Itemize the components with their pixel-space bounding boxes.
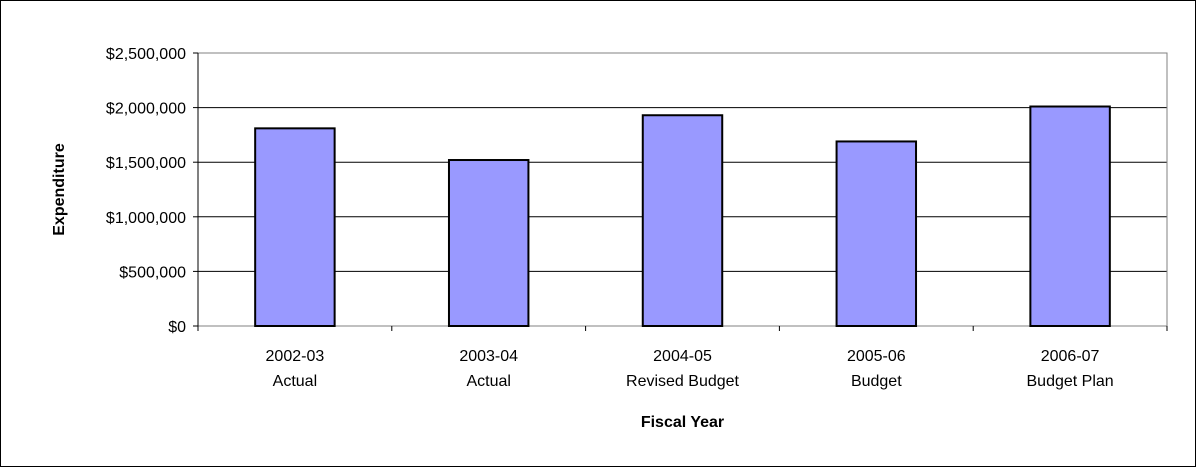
y-tick-label: $1,000,000 xyxy=(106,210,186,227)
bar xyxy=(447,159,530,327)
x-tick-label: 2002-03 xyxy=(266,348,325,365)
x-tick-label: 2004-05 xyxy=(653,348,712,365)
x-tick-label: 2003-04 xyxy=(459,348,518,365)
y-tick-label: $500,000 xyxy=(119,264,186,281)
x-tick-label: Budget xyxy=(851,373,902,390)
bar xyxy=(1029,105,1111,328)
x-tick-label: Budget Plan xyxy=(1027,373,1114,390)
y-tick-label: $0 xyxy=(168,319,186,336)
y-axis-title: Expenditure xyxy=(51,143,68,236)
bar xyxy=(641,114,724,327)
y-tick-label: $1,500,000 xyxy=(106,155,186,172)
y-axis-tick-labels: $0 $500,000 $1,000,000 $1,500,000 $2,000,000… xyxy=(106,46,199,336)
bars xyxy=(254,105,1111,328)
x-tick-label: Actual xyxy=(466,373,510,390)
x-tick-label: 2006-07 xyxy=(1041,348,1100,365)
x-axis-title: Fiscal Year xyxy=(641,414,724,431)
bar xyxy=(835,140,918,327)
bar xyxy=(254,127,336,327)
x-tick-label: 2005-06 xyxy=(847,348,906,365)
x-axis-tick-labels: 2002-03 Actual 2003-04 Actual 2004-05 Revised… xyxy=(197,326,1168,390)
y-tick-label: $2,500,000 xyxy=(106,46,186,63)
x-tick-label: Actual xyxy=(273,373,317,390)
x-tick-label: Revised Budget xyxy=(626,373,740,390)
y-tick-label: $2,000,000 xyxy=(106,101,186,118)
